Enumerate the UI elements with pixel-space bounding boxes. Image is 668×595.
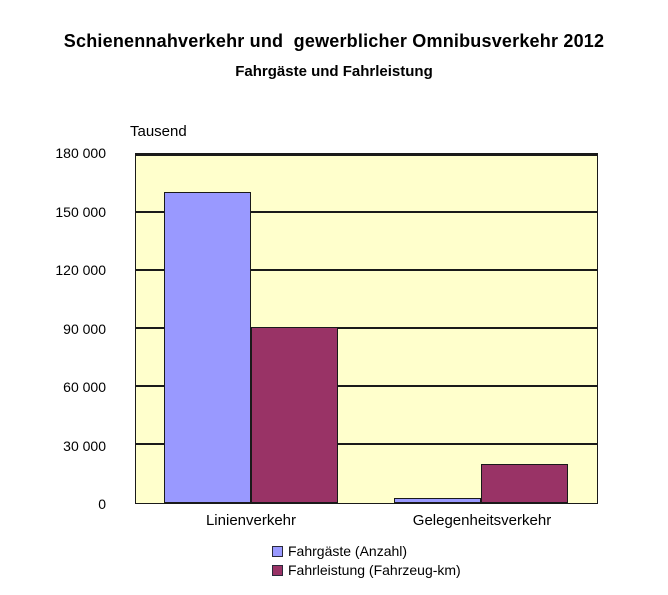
plot-area [135, 153, 598, 504]
legend-item-label: Fahrleistung (Fahrzeug-km) [288, 562, 461, 578]
x-category-label: Gelegenheitsverkehr [412, 512, 552, 529]
y-tick-label: 180 000 [55, 145, 106, 161]
legend-item: Fahrleistung (Fahrzeug-km) [272, 561, 461, 580]
gridline [136, 211, 597, 213]
bar-fahrgaeste-gelegenheitsverkehr [394, 498, 481, 503]
gridline [136, 443, 597, 445]
legend-swatch-icon [272, 546, 283, 557]
chart-title: Schienennahverkehr und gewerblicher Omni… [63, 31, 605, 51]
legend: Fahrgäste (Anzahl) Fahrleistung (Fahrzeug… [272, 542, 461, 580]
y-axis-unit-label: Tausend [130, 123, 187, 140]
y-tick-label: 90 000 [63, 321, 106, 337]
y-tick-label: 0 [98, 496, 106, 512]
gridline [136, 269, 597, 271]
bar-fahrgaeste-linienverkehr [164, 192, 251, 503]
gridline [136, 327, 597, 329]
bar-fahrleistung-gelegenheitsverkehr [481, 464, 568, 503]
y-tick-label: 150 000 [55, 204, 106, 220]
x-category-label: Linienverkehr [205, 512, 297, 529]
legend-item-label: Fahrgäste (Anzahl) [288, 543, 408, 559]
bar-fahrleistung-linienverkehr [251, 327, 338, 503]
y-tick-label: 60 000 [63, 379, 106, 395]
chart-subtitle: Fahrgäste und Fahrleistung [235, 63, 433, 80]
y-tick-label: 30 000 [63, 438, 106, 454]
gridline [136, 385, 597, 387]
legend-item: Fahrgäste (Anzahl) [272, 542, 461, 561]
y-tick-label: 120 000 [55, 262, 106, 278]
gridline [136, 154, 597, 156]
legend-swatch-icon [272, 565, 283, 576]
